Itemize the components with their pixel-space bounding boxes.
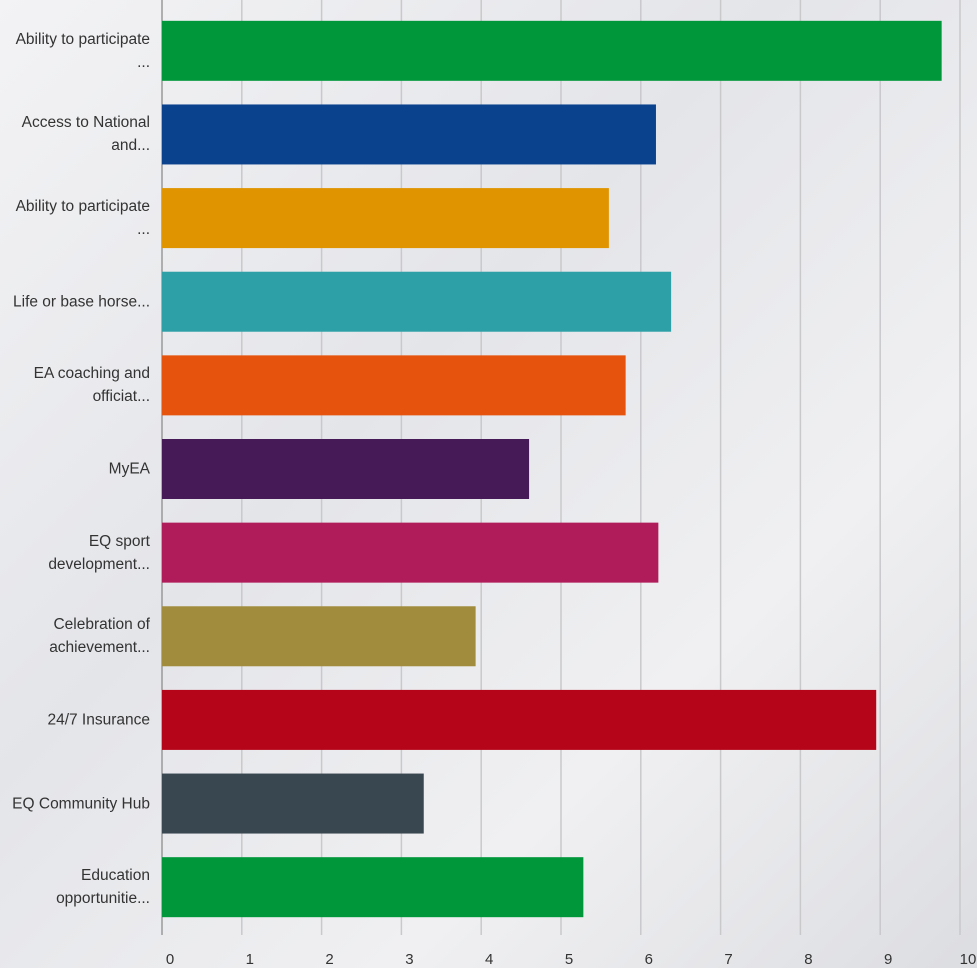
x-tick-label: 4 xyxy=(485,951,493,968)
x-tick-label: 8 xyxy=(804,951,812,968)
bar xyxy=(162,355,626,416)
y-tick-label: Ability to participate ... xyxy=(15,198,150,239)
x-tick-label: 7 xyxy=(724,951,732,968)
x-tick-label: 6 xyxy=(645,951,653,968)
x-tick-label: 10 xyxy=(960,951,977,968)
y-tick-label: EA coaching and officiat... xyxy=(33,365,150,406)
x-tick-label: 2 xyxy=(325,951,333,968)
bar xyxy=(162,104,656,165)
bar xyxy=(162,857,584,918)
bar xyxy=(162,522,659,583)
y-tick-label: EQ sport development... xyxy=(48,532,150,573)
bar xyxy=(162,188,609,249)
bar xyxy=(162,439,530,499)
bar xyxy=(162,773,424,834)
x-tick-label: 1 xyxy=(246,951,254,968)
x-tick-label: 5 xyxy=(565,951,573,968)
y-tick-label: Education opportunitie... xyxy=(56,867,150,908)
y-tick-label: Ability to participate ... xyxy=(15,30,150,71)
bar xyxy=(162,606,476,667)
x-tick-label: 9 xyxy=(884,951,892,968)
bar xyxy=(162,271,672,332)
y-tick-label: 24/7 Insurance xyxy=(47,711,150,729)
y-tick-label: MyEA xyxy=(108,460,150,478)
y-tick-label: Celebration of achievement... xyxy=(49,616,150,657)
y-tick-label: Access to National and... xyxy=(21,114,150,155)
y-tick-label: Life or base horse... xyxy=(13,293,150,311)
bar xyxy=(162,20,942,81)
x-tick-label: 0 xyxy=(166,951,174,968)
bar xyxy=(162,689,877,750)
y-tick-label: EQ Community Hub xyxy=(12,795,150,813)
x-tick-label: 3 xyxy=(405,951,413,968)
